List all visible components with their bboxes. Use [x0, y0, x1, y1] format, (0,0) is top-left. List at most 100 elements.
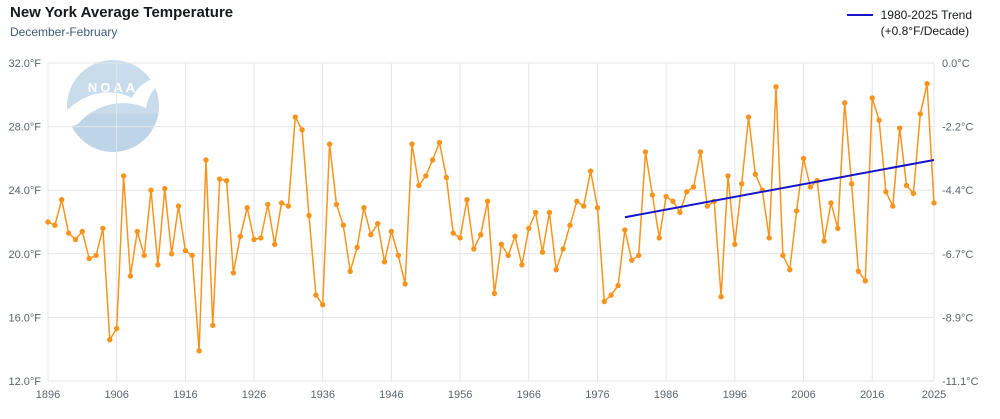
data-point-1905[interactable]	[107, 337, 113, 343]
data-point-1956[interactable]	[457, 235, 463, 241]
data-point-1945[interactable]	[381, 259, 388, 265]
data-point-2009[interactable]	[821, 238, 827, 244]
data-point-1935[interactable]	[313, 292, 319, 298]
data-point-2025[interactable]	[931, 200, 937, 206]
data-point-1939[interactable]	[340, 222, 346, 228]
data-point-1915[interactable]	[175, 203, 182, 209]
data-point-1987[interactable]	[670, 198, 676, 204]
data-point-1921[interactable]	[217, 176, 223, 182]
data-point-1970[interactable]	[553, 267, 559, 273]
data-point-1923[interactable]	[230, 270, 237, 276]
data-point-1960[interactable]	[484, 198, 491, 204]
data-point-1925[interactable]	[244, 205, 250, 211]
data-point-2019[interactable]	[890, 203, 896, 209]
data-point-1997[interactable]	[739, 181, 745, 187]
data-point-1916[interactable]	[182, 247, 189, 254]
data-point-1926[interactable]	[251, 236, 257, 243]
data-point-1981[interactable]	[629, 257, 635, 263]
data-point-1964[interactable]	[512, 233, 518, 239]
data-point-1934[interactable]	[306, 212, 312, 219]
data-point-1931[interactable]	[285, 203, 292, 209]
data-point-1977[interactable]	[601, 298, 607, 305]
data-point-1980[interactable]	[622, 227, 628, 233]
data-point-2005[interactable]	[793, 208, 800, 214]
data-point-1906[interactable]	[114, 325, 120, 332]
data-point-2018[interactable]	[883, 189, 889, 195]
data-point-2014[interactable]	[855, 268, 862, 274]
data-point-2015[interactable]	[862, 278, 868, 284]
data-point-1992[interactable]	[704, 203, 710, 209]
data-point-1901[interactable]	[79, 228, 86, 235]
data-point-1933[interactable]	[299, 127, 305, 133]
data-point-1995[interactable]	[725, 173, 731, 179]
data-point-1968[interactable]	[539, 249, 546, 255]
data-point-1937[interactable]	[326, 141, 333, 147]
data-point-1954[interactable]	[443, 174, 450, 181]
data-point-2021[interactable]	[903, 182, 910, 189]
data-point-1912[interactable]	[155, 262, 161, 268]
data-point-1914[interactable]	[168, 251, 175, 257]
data-point-1949[interactable]	[409, 141, 415, 147]
data-point-1973[interactable]	[574, 198, 580, 204]
data-point-1975[interactable]	[587, 168, 594, 174]
data-point-1910[interactable]	[141, 252, 147, 259]
data-point-1986[interactable]	[663, 193, 669, 200]
data-point-1990[interactable]	[690, 184, 697, 190]
data-point-1996[interactable]	[732, 241, 738, 247]
data-point-1948[interactable]	[402, 281, 408, 287]
data-point-1917[interactable]	[189, 252, 195, 259]
data-point-1998[interactable]	[745, 114, 752, 120]
data-point-1904[interactable]	[100, 225, 106, 232]
data-point-1911[interactable]	[148, 187, 154, 193]
data-point-1979[interactable]	[615, 282, 621, 289]
data-point-1991[interactable]	[697, 149, 704, 155]
data-point-1936[interactable]	[320, 302, 326, 308]
data-point-1927[interactable]	[258, 235, 264, 241]
data-point-1924[interactable]	[237, 233, 243, 239]
data-point-2003[interactable]	[780, 252, 786, 259]
data-point-1896[interactable]	[45, 219, 51, 225]
data-point-1918[interactable]	[196, 348, 202, 354]
data-point-1944[interactable]	[375, 220, 381, 227]
data-point-1919[interactable]	[203, 157, 209, 163]
data-point-1940[interactable]	[347, 268, 353, 274]
data-point-1959[interactable]	[478, 232, 484, 238]
data-point-1943[interactable]	[368, 232, 374, 238]
data-point-1953[interactable]	[436, 139, 443, 146]
data-point-1978[interactable]	[608, 292, 614, 298]
data-point-1985[interactable]	[656, 235, 662, 241]
data-point-1950[interactable]	[416, 182, 422, 189]
data-point-1962[interactable]	[498, 241, 504, 247]
data-point-1932[interactable]	[292, 114, 298, 120]
data-point-1922[interactable]	[223, 178, 230, 184]
data-point-2022[interactable]	[910, 190, 917, 197]
data-point-1951[interactable]	[423, 173, 429, 179]
data-point-1908[interactable]	[127, 273, 134, 279]
data-point-2023[interactable]	[917, 111, 923, 117]
data-point-1958[interactable]	[471, 246, 477, 252]
data-point-2020[interactable]	[897, 125, 903, 131]
data-point-1999[interactable]	[752, 171, 759, 177]
data-point-1972[interactable]	[567, 222, 573, 228]
data-point-1897[interactable]	[52, 222, 58, 228]
data-point-1994[interactable]	[718, 294, 724, 300]
data-point-2012[interactable]	[842, 100, 848, 106]
data-point-1907[interactable]	[120, 173, 127, 179]
data-point-2001[interactable]	[766, 235, 772, 241]
data-point-2004[interactable]	[787, 267, 793, 273]
data-point-1929[interactable]	[272, 241, 278, 247]
data-point-1902[interactable]	[86, 255, 92, 262]
data-point-1900[interactable]	[72, 236, 79, 243]
data-point-1941[interactable]	[354, 244, 360, 251]
data-point-1963[interactable]	[505, 252, 511, 259]
data-point-1982[interactable]	[636, 252, 642, 259]
data-point-1903[interactable]	[93, 252, 99, 259]
data-point-1930[interactable]	[278, 200, 285, 206]
data-point-1942[interactable]	[361, 205, 367, 211]
data-point-2013[interactable]	[848, 181, 855, 187]
data-point-1952[interactable]	[429, 157, 436, 163]
data-point-1957[interactable]	[464, 197, 470, 203]
data-point-1909[interactable]	[134, 228, 140, 235]
data-point-1898[interactable]	[59, 197, 65, 203]
data-point-2011[interactable]	[835, 225, 841, 232]
